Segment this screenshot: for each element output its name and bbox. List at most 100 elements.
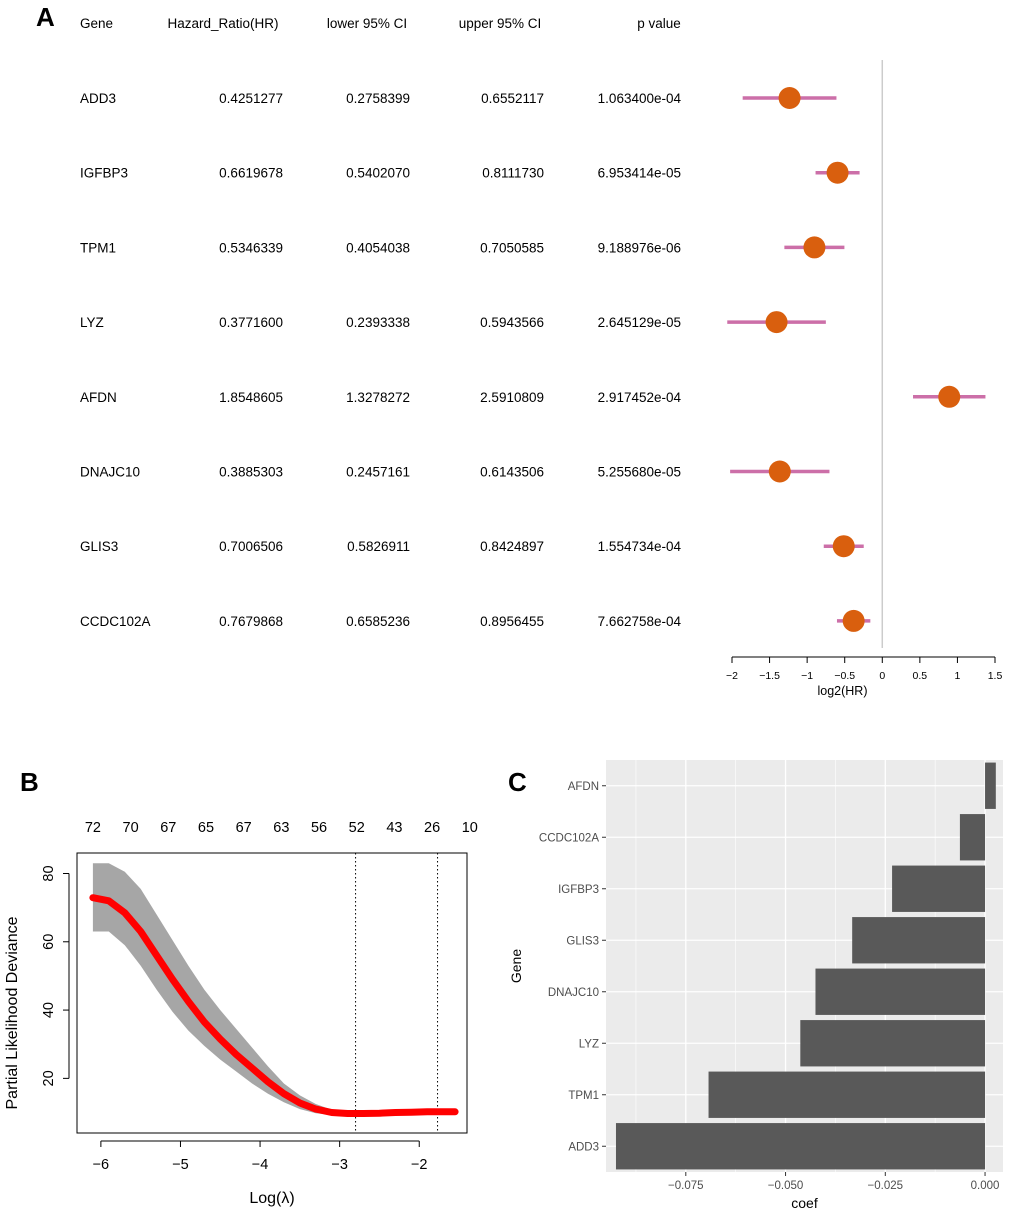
- table-row: LYZ 0.3771600 0.2393338 0.5943566 2.645129e-…: [80, 315, 681, 330]
- coef-tick-label: 0.000: [971, 1180, 1000, 1192]
- value-cell: 2.917452e-04: [598, 390, 682, 405]
- panel-a-letter: A: [36, 2, 55, 32]
- gene-tick-label: CCDC102A: [539, 832, 599, 844]
- value-cell: 0.2758399: [346, 91, 410, 106]
- coef-bar: [615, 1123, 986, 1170]
- gene-name-cell: DNAJC10: [80, 465, 140, 480]
- hr-point: [778, 87, 801, 109]
- hr-point: [938, 385, 961, 408]
- x-tick-label: −4: [252, 1157, 269, 1173]
- value-cell: 0.2393338: [346, 315, 410, 330]
- gene-tick-label: DNAJC10: [548, 987, 599, 999]
- value-cell: 0.2457161: [346, 465, 410, 480]
- value-cell: 5.255680e-05: [598, 465, 681, 480]
- deviance-curve: [89, 894, 459, 1117]
- tick-label: 0.5: [913, 670, 928, 682]
- nonzero-count-label: 63: [273, 820, 289, 836]
- nonzero-count-label: 56: [311, 820, 327, 836]
- gene-name-cell: CCDC102A: [80, 614, 151, 629]
- forest-x-label: log2(HR): [817, 684, 867, 698]
- x-tick-label: −3: [331, 1157, 348, 1173]
- y-tick-label: 80: [41, 865, 57, 881]
- table-row: ADD3 0.4251277 0.2758399 0.6552117 1.063400e…: [80, 91, 681, 106]
- coef-x-label: coef: [791, 1195, 818, 1211]
- x-tick-label: −6: [93, 1157, 110, 1173]
- forest-x-axis: −2 −1.5 −1 −0.5 0 0.5 1 1.5: [726, 656, 1002, 682]
- hr-point: [803, 236, 826, 259]
- column-header-upper-ci: upper 95% CI: [459, 16, 542, 31]
- gene-tick-label: LYZ: [579, 1038, 599, 1050]
- gene-y-label: Gene: [508, 949, 524, 983]
- coef-bar: [985, 762, 996, 809]
- tick-label: −2: [726, 670, 738, 682]
- coef-bar: [959, 814, 986, 861]
- plot-frame: [76, 852, 468, 1134]
- value-cell: 0.4251277: [219, 91, 283, 106]
- gene-tick-label: ADD3: [568, 1141, 599, 1153]
- coef-bar: [815, 968, 986, 1015]
- nonzero-count-label: 43: [386, 820, 402, 836]
- column-header-gene: Gene: [80, 16, 113, 31]
- coef-tick-label: −0.075: [668, 1180, 704, 1192]
- tick-label: 0: [879, 670, 885, 682]
- coef-bar: [892, 865, 986, 912]
- gene-name-cell: ADD3: [80, 91, 116, 106]
- hr-point: [842, 609, 865, 632]
- value-cell: 0.4054038: [346, 240, 410, 255]
- table-row: TPM1 0.5346339 0.4054038 0.7050585 9.188976e…: [80, 240, 681, 255]
- gene-tick-label: TPM1: [568, 1090, 599, 1102]
- table-row: AFDN 1.8548605 1.3278272 2.5910809 2.917452e…: [80, 390, 681, 405]
- coef-bar: [800, 1020, 986, 1067]
- nonzero-count-label: 65: [198, 820, 214, 836]
- value-cell: 0.8956455: [480, 614, 544, 629]
- value-cell: 0.3885303: [219, 465, 283, 480]
- value-cell: 7.662758e-04: [598, 614, 682, 629]
- y-tick-label: 60: [41, 934, 57, 950]
- hr-point: [826, 161, 849, 184]
- x-tick-label: −2: [411, 1157, 428, 1173]
- gene-name-cell: LYZ: [80, 315, 104, 330]
- panel-b-letter: B: [20, 767, 39, 797]
- hr-point: [832, 535, 855, 558]
- nonzero-count-label: 67: [236, 820, 252, 836]
- value-cell: 6.953414e-05: [598, 166, 681, 181]
- tick-label: 1: [955, 670, 961, 682]
- table-row: IGFBP3 0.6619678 0.5402070 0.8111730 6.95341…: [80, 166, 681, 181]
- value-cell: 0.6552117: [481, 91, 544, 106]
- results-table: Gene Hazard_Ratio(HR) lower 95% CI upper…: [80, 16, 681, 629]
- nonzero-count-label: 26: [424, 820, 440, 836]
- x-tick-label: −5: [172, 1157, 189, 1173]
- table-header: Gene Hazard_Ratio(HR) lower 95% CI upper…: [80, 16, 681, 31]
- coef-tick-label: −0.025: [868, 1180, 904, 1192]
- value-cell: 0.5346339: [219, 240, 283, 255]
- value-cell: 0.6585236: [346, 614, 410, 629]
- lambda-x-label: Log(λ): [249, 1190, 294, 1207]
- tick-label: −1: [801, 670, 813, 682]
- gene-tick-label: AFDN: [568, 781, 599, 793]
- coef-bar: [708, 1071, 986, 1118]
- coef-bar: [852, 917, 986, 964]
- nonzero-count-label: 67: [160, 820, 176, 836]
- value-cell: 0.5402070: [346, 166, 410, 181]
- column-header-hr: Hazard_Ratio(HR): [167, 16, 278, 31]
- table-row: DNAJC10 0.3885303 0.2457161 0.6143506 5.2556…: [80, 465, 681, 480]
- value-cell: 1.3278272: [346, 390, 410, 405]
- value-cell: 0.5943566: [480, 315, 544, 330]
- value-cell: 1.554734e-04: [598, 539, 682, 554]
- hr-point: [768, 460, 791, 483]
- confidence-band: [92, 863, 456, 1116]
- value-cell: 0.6143506: [480, 465, 544, 480]
- nonzero-count-label: 52: [349, 820, 365, 836]
- value-cell: 2.5910809: [480, 390, 544, 405]
- tick-label: −0.5: [834, 670, 855, 682]
- value-cell: 1.8548605: [219, 390, 283, 405]
- panel-c-letter: C: [508, 767, 527, 797]
- nonzero-count-label: 10: [462, 820, 478, 836]
- value-cell: 0.7050585: [480, 240, 544, 255]
- table-row: CCDC102A 0.7679868 0.6585236 0.8956455 7.662…: [80, 614, 681, 629]
- value-cell: 0.5826911: [347, 539, 410, 554]
- gene-name-cell: TPM1: [80, 240, 116, 255]
- hr-point: [765, 311, 788, 334]
- column-header-p-value: p value: [637, 16, 681, 31]
